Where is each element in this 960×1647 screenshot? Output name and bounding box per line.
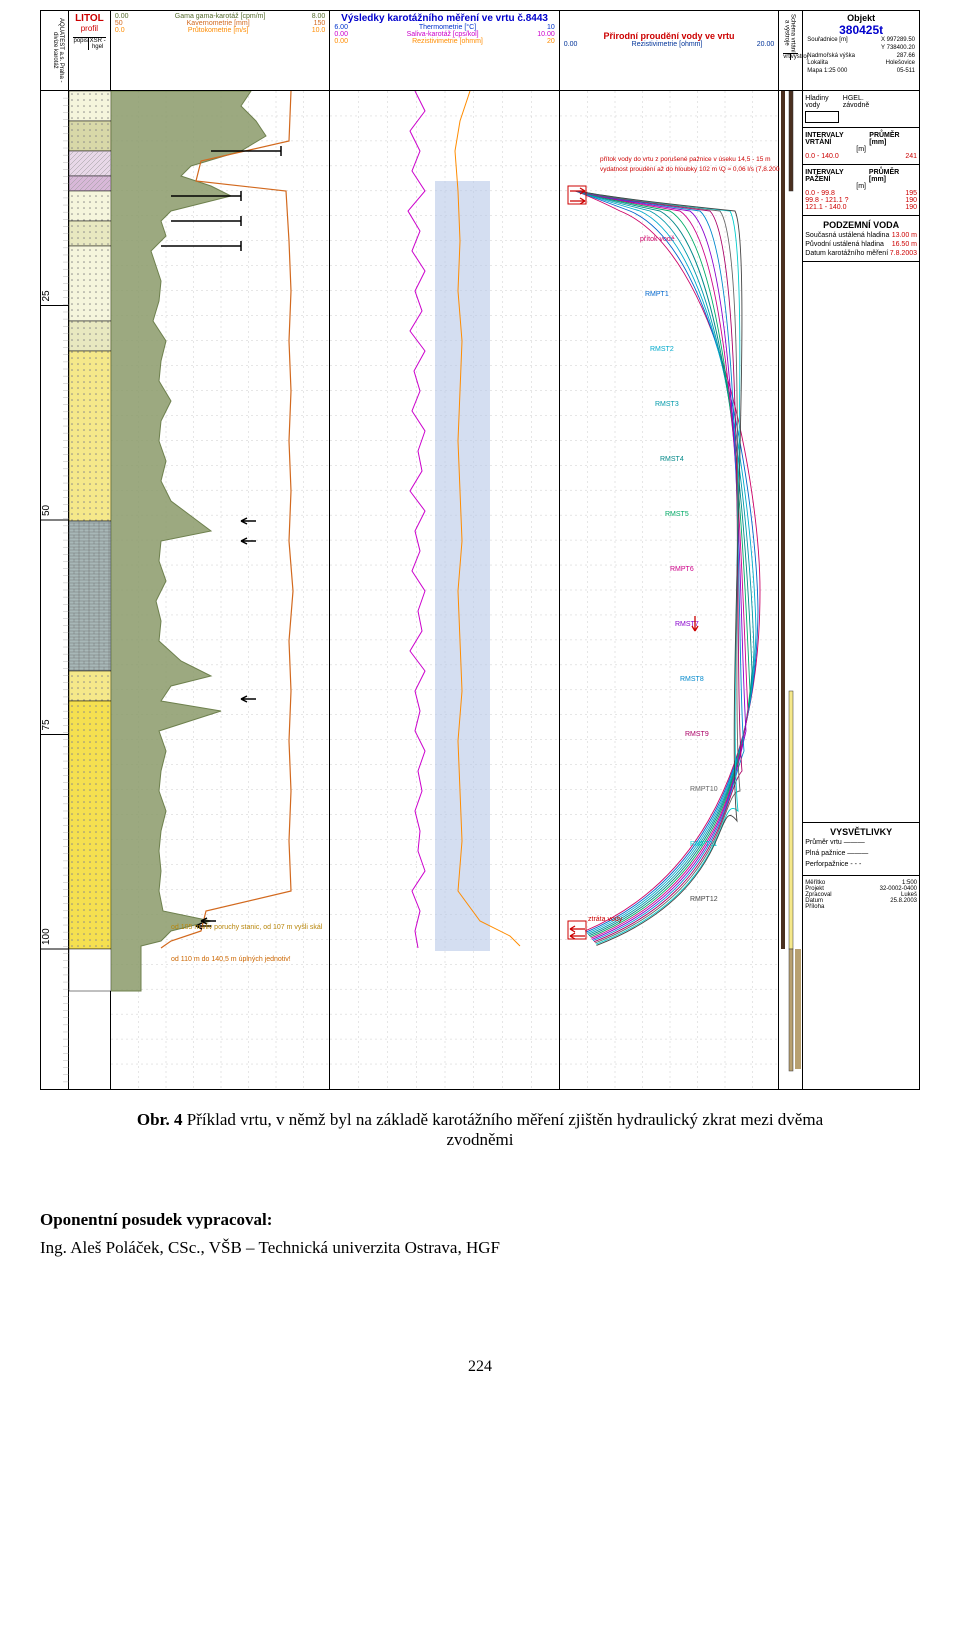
svg-text:vydatnost proudění až do hloub: vydatnost proudění až do hloubky 102 m \… [600,166,780,173]
company-cell: AQUATEST a.s. Praha - divize karotáž [41,11,69,90]
svg-text:od 110 m do 140,5 m úplných je: od 110 m do 140,5 m úplných jednotiv! [171,956,291,963]
well-log-chart: AQUATEST a.s. Praha - divize karotáž LIT… [40,10,920,1090]
litho-title: LITOL [73,13,106,24]
gamma-track: od 105 m vliv poruchy stanic, od 107 m v… [111,91,331,1089]
litho-col-l: popis [73,38,89,50]
flow-track: přítok vody do vrtu z porušené pažnice v… [560,91,780,1089]
svg-text:RMPT6: RMPT6 [670,566,694,573]
chart-title: Výsledky karotážního měření ve vrtu č.84… [334,13,554,24]
svg-text:přítok vody do vrtu z porušené: přítok vody do vrtu z porušené pažnice v… [600,156,771,163]
litho-col-r: XSR - hgel [89,38,105,50]
object-header: Objekt 380425t Souřadnice [m]X 997289.50… [803,11,919,90]
depth-track: 25 50 75 100 [41,91,69,1089]
svg-text:RMST5: RMST5 [665,511,689,518]
svg-text:RMST4: RMST4 [660,456,684,463]
object-title: Objekt [807,13,915,23]
litho-track [69,91,111,1089]
groundwater-title: PODZEMNÍ VODA [805,220,917,230]
flow-header: Přirodní proudění vody ve vrtu 0.00Rezis… [560,11,779,90]
tech-track [779,91,803,1089]
reviewer-heading: Oponentní posudek vypracoval: [40,1210,920,1230]
caption-text: Příklad vrtu, v němž byl na základě karo… [183,1110,824,1149]
header-row: AQUATEST a.s. Praha - divize karotáž LIT… [41,11,919,91]
litho-header: LITOL profil popis XSR - hgel [69,11,111,90]
svg-text:RMPT12: RMPT12 [690,896,718,903]
thermo-header: Výsledky karotážního měření ve vrtu č.84… [330,11,559,90]
svg-text:RMPT10: RMPT10 [690,786,718,793]
svg-text:RMST9: RMST9 [685,731,709,738]
object-id: 380425t [807,23,915,37]
reviewer-line: Ing. Aleš Poláček, CSc., VŠB – Technická… [40,1238,920,1258]
page-number: 224 [40,1358,920,1376]
body-row: 25 50 75 100 od 105 m vliv poruchy stanic, … [41,91,919,1089]
caption-prefix: Obr. 4 [137,1110,183,1129]
svg-text:RMST3: RMST3 [655,401,679,408]
litho-subtitle: profil [73,24,106,33]
svg-text:50: 50 [41,504,52,516]
zavodne-label: závodně [843,102,877,109]
thermo-track [330,91,559,1089]
svg-text:od 105 m vliv poruchy stanic,: od 105 m vliv poruchy stanic, od 107 m v… [171,924,323,931]
svg-text:25: 25 [41,290,52,302]
figure-caption: Obr. 4 Příklad vrtu, v němž byl na zákla… [130,1110,830,1150]
svg-text:100: 100 [41,928,52,945]
tech-header: Schéma vrtání a výstroje vrtvýstroj [779,11,803,90]
legend-title: VYSVĚTLIVKY [805,827,917,837]
svg-text:RMPT1: RMPT1 [645,291,669,298]
flow-title: Přirodní proudění vody ve vrtu [564,31,774,41]
svg-text:RMST8: RMST8 [680,676,704,683]
gamma-header: 0.00Gama gama-karotáž [cpm/m]8.00 50Kave… [111,11,330,90]
svg-text:ztráta vody: ztráta vody [588,916,623,923]
svg-text:75: 75 [41,719,52,731]
hgel-label: HGEL. [843,95,877,102]
info-track: Hladiny vody HGEL. závodně INTERVALY VRT… [803,91,919,1089]
hladiny-label: Hladiny vody [805,95,839,109]
svg-text:RMST2: RMST2 [650,346,674,353]
